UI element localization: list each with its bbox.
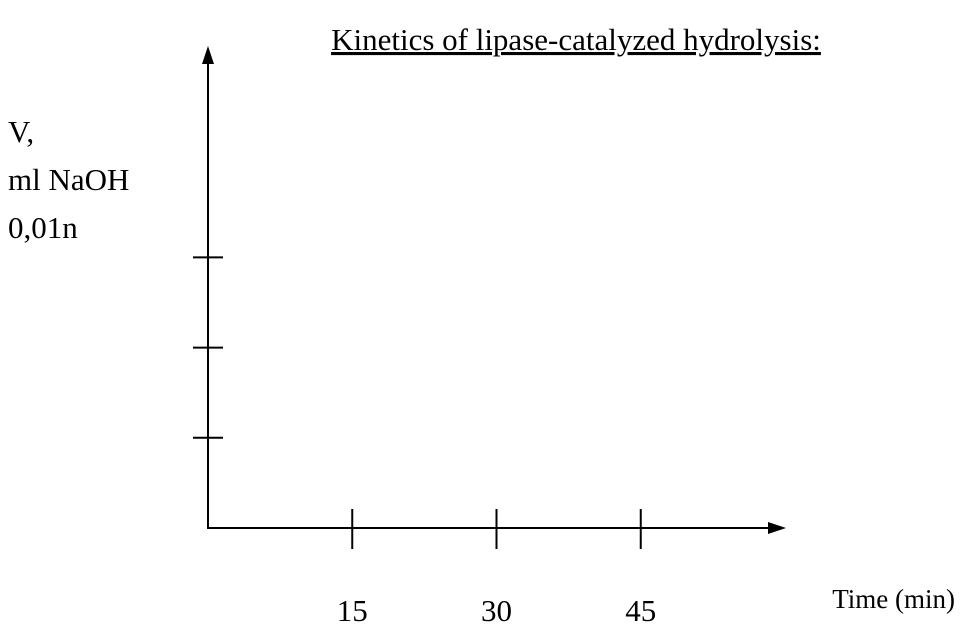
x-axis-label: Time (min) xyxy=(832,584,955,614)
chart-title: Kinetics of lipase-catalyzed hydrolysis: xyxy=(331,22,821,57)
x-tick-label: 30 xyxy=(481,593,512,628)
y-axis-arrow xyxy=(202,46,214,64)
x-axis-arrow xyxy=(768,522,786,534)
x-tick-label: 15 xyxy=(337,593,368,628)
y-axis-label: V, xyxy=(8,114,34,149)
x-tick-label: 45 xyxy=(625,593,656,628)
y-axis-label: 0,01n xyxy=(8,210,78,245)
y-axis-label: ml NaOH xyxy=(8,162,129,197)
